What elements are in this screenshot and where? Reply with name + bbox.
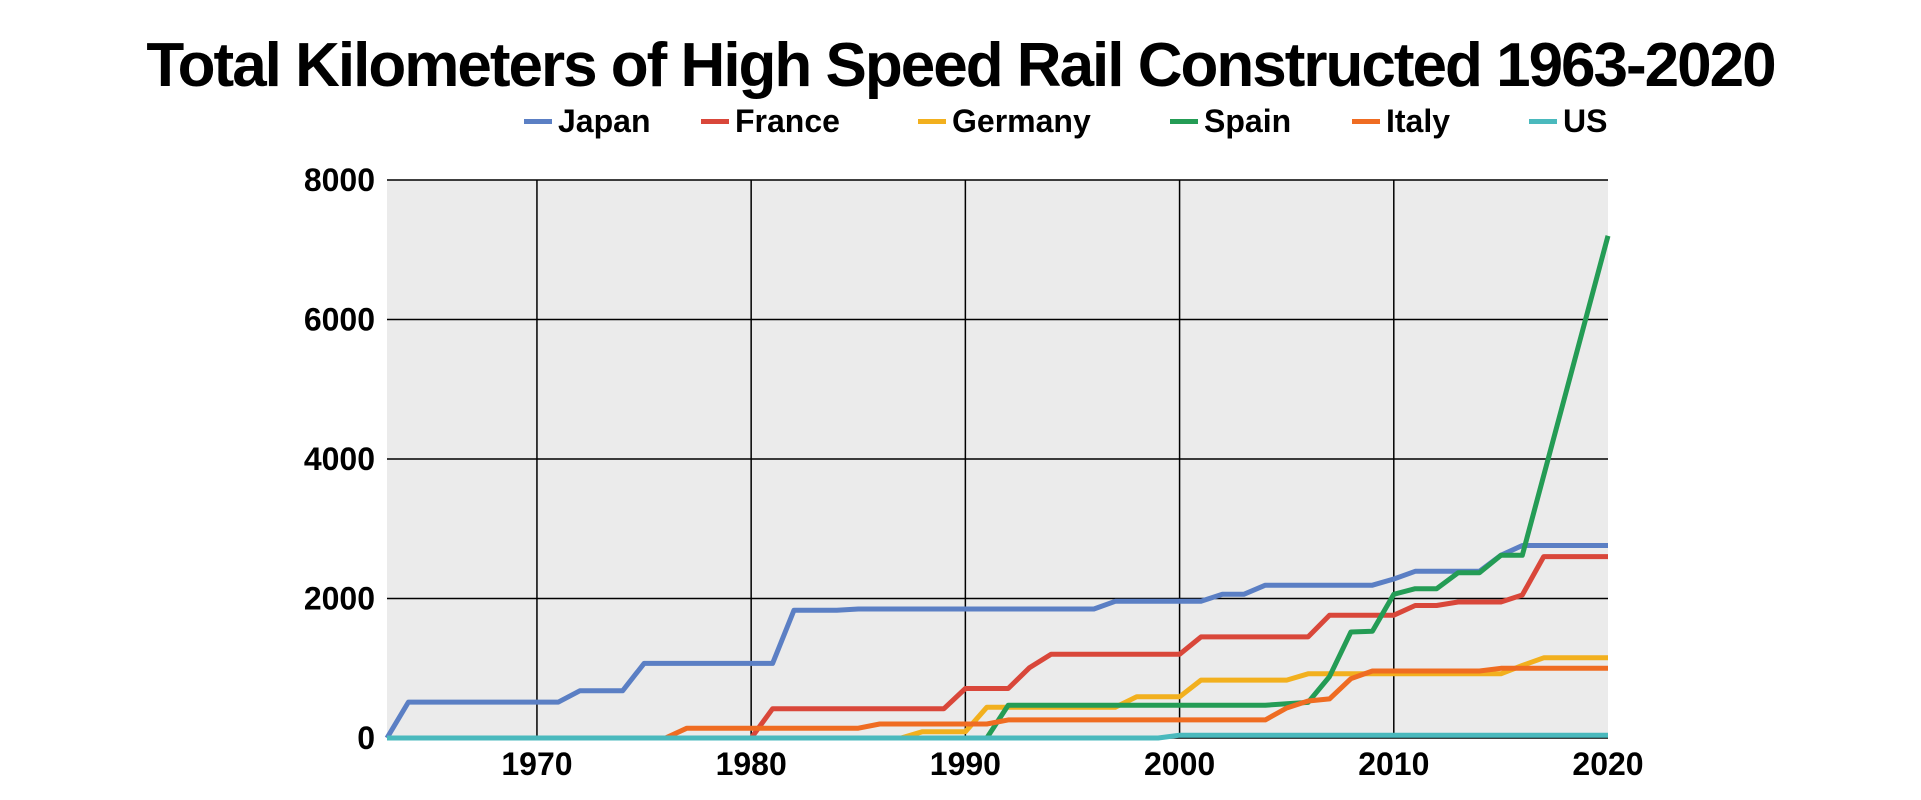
legend-item-us: US [1529, 103, 1607, 140]
series-line-spain [387, 235, 1611, 741]
legend-swatch-us [1529, 119, 1557, 124]
series-line-us [387, 732, 1608, 741]
series-line-japan [384, 543, 1608, 740]
chart-title: Total Kilometers of High Speed Rail Cons… [146, 31, 1776, 100]
x-tick-label-1990: 1990 [930, 746, 1001, 782]
legend-swatch-japan [524, 119, 552, 124]
legend-swatch-spain [1170, 119, 1198, 124]
legend-swatch-france [701, 119, 729, 124]
legend-swatch-germany [918, 119, 946, 124]
y-tick-label-6000: 6000 [304, 302, 375, 338]
x-tick-label-2010: 2010 [1358, 746, 1429, 782]
legend-label-us: US [1563, 103, 1608, 139]
x-tick-label-2020: 2020 [1572, 746, 1643, 782]
y-tick-label-2000: 2000 [304, 581, 375, 617]
legend-item-italy: Italy [1352, 103, 1450, 140]
legend-label-france: France [735, 103, 840, 139]
series-line-france [387, 554, 1608, 741]
y-tick-label-8000: 8000 [304, 162, 375, 198]
legend-item-germany: Germany [918, 103, 1091, 140]
legend-label-germany: Germany [952, 103, 1091, 139]
x-tick-label-1980: 1980 [716, 746, 787, 782]
y-tick-label-4000: 4000 [304, 441, 375, 477]
legend-item-spain: Spain [1170, 103, 1291, 140]
legend-label-spain: Spain [1204, 103, 1292, 139]
x-tick-label-2000: 2000 [1144, 746, 1215, 782]
legend-item-japan: Japan [524, 103, 650, 140]
x-tick-label-1970: 1970 [501, 746, 572, 782]
legend-item-france: France [701, 103, 840, 140]
y-tick-label-0: 0 [357, 720, 375, 756]
series-line-italy [387, 665, 1608, 741]
legend-label-japan: Japan [558, 103, 651, 139]
legend-label-italy: Italy [1386, 103, 1451, 139]
legend-swatch-italy [1352, 119, 1380, 124]
